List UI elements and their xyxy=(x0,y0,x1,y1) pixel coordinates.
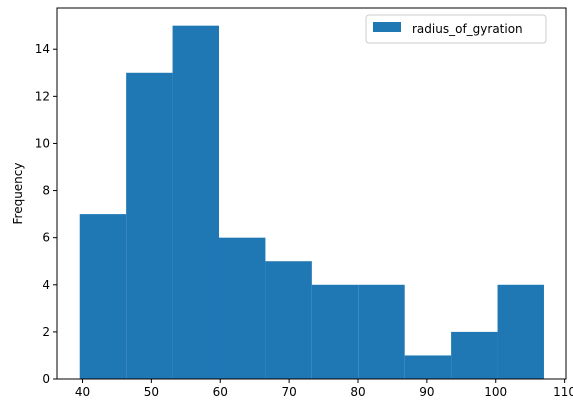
legend-box xyxy=(365,14,547,44)
x-tick-label: 90 xyxy=(419,385,434,399)
y-tick-label: 4 xyxy=(42,278,50,292)
histogram-bar xyxy=(404,355,452,379)
x-tick-label: 100 xyxy=(484,385,507,399)
legend-swatch xyxy=(373,22,401,32)
x-tick-label: 110 xyxy=(553,385,573,399)
y-tick-label: 8 xyxy=(42,184,50,198)
x-tick-label: 50 xyxy=(144,385,159,399)
y-axis-label: Frequency xyxy=(11,163,25,225)
histogram-bar xyxy=(358,284,405,379)
histogram-bar xyxy=(126,72,173,380)
y-axis-ticks: 0 2 4 6 8 10 12 14 xyxy=(35,42,57,386)
histogram-bar xyxy=(79,214,127,379)
legend: radius_of_gyration xyxy=(365,14,547,44)
y-tick-label: 14 xyxy=(35,42,50,56)
histogram-bar xyxy=(265,261,312,379)
histogram-bar xyxy=(218,237,266,379)
x-tick-label: 80 xyxy=(350,385,365,399)
histogram-bar xyxy=(497,284,544,379)
y-tick-label: 0 xyxy=(42,372,50,386)
histogram-bar xyxy=(311,284,359,379)
x-tick-label: 60 xyxy=(213,385,228,399)
x-tick-label: 40 xyxy=(75,385,90,399)
histogram-bar xyxy=(451,331,498,379)
plot-frame xyxy=(56,7,567,380)
x-tick-label: 70 xyxy=(281,385,296,399)
y-tick-label: 2 xyxy=(42,325,50,339)
y-tick-label: 10 xyxy=(35,136,50,150)
y-tick-label: 6 xyxy=(42,231,50,245)
y-tick-label: 12 xyxy=(35,89,50,103)
histogram-bar xyxy=(172,25,219,380)
bars-group xyxy=(79,25,544,380)
legend-label: radius_of_gyration xyxy=(412,22,523,36)
x-axis-ticks: 40 50 60 70 80 90 100 110 xyxy=(75,379,573,399)
